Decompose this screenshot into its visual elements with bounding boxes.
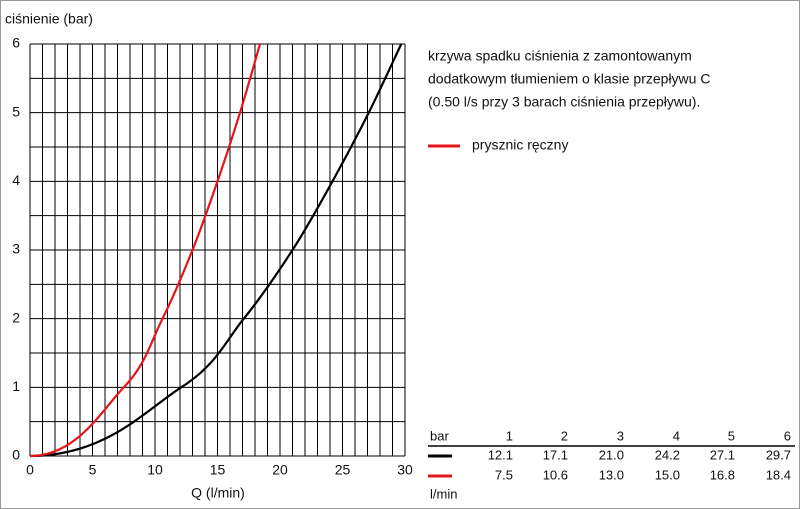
table-cell: 27.1 xyxy=(710,447,735,462)
x-tick-label: 10 xyxy=(147,462,163,478)
table-col-header: 1 xyxy=(506,428,513,443)
curve xyxy=(29,43,262,458)
y-tick-label: 5 xyxy=(12,103,20,119)
table-cell: 16.8 xyxy=(710,467,735,482)
table-cell: 18.4 xyxy=(766,467,791,482)
annotation: krzywa spadku ciśnienia z zamontowanym xyxy=(428,48,692,64)
table-col-header: 2 xyxy=(561,428,568,443)
table-col-header: 5 xyxy=(728,428,735,443)
x-axis-label: Q (l/min) xyxy=(191,485,245,501)
table-col-header: 3 xyxy=(617,428,624,443)
annotation: dodatkowym tłumieniem o klasie przepływu… xyxy=(428,71,710,87)
table-header: bar xyxy=(430,428,449,443)
y-tick-label: 0 xyxy=(12,447,20,463)
table-cell: 29.7 xyxy=(766,447,791,462)
y-tick-label: 2 xyxy=(12,309,20,325)
table-cell: 15.0 xyxy=(655,467,680,482)
y-tick-label: 6 xyxy=(12,35,20,51)
y-tick-label: 3 xyxy=(12,241,20,257)
table-cell: 13.0 xyxy=(599,467,624,482)
table-cell: 17.1 xyxy=(543,447,568,462)
x-tick-label: 5 xyxy=(89,462,97,478)
curve xyxy=(29,43,403,458)
y-tick-label: 4 xyxy=(12,172,20,188)
table-col-header: 6 xyxy=(784,428,791,443)
x-tick-label: 30 xyxy=(397,462,413,478)
annotation: (0.50 l/s przy 3 barach ciśnienia przepł… xyxy=(428,94,700,110)
x-tick-label: 15 xyxy=(210,462,226,478)
table-unit: l/min xyxy=(430,486,457,501)
table-cell: 24.2 xyxy=(655,447,680,462)
table-cell: 7.5 xyxy=(495,467,513,482)
table-cell: 10.6 xyxy=(543,467,568,482)
table-cell: 21.0 xyxy=(599,447,624,462)
x-tick-label: 20 xyxy=(272,462,288,478)
table-cell: 12.1 xyxy=(488,447,513,462)
legend-label: prysznic ręczny xyxy=(472,137,568,153)
x-tick-label: 0 xyxy=(26,462,34,478)
x-tick-label: 25 xyxy=(335,462,351,478)
y-tick-label: 1 xyxy=(12,378,20,394)
y-axis-label: ciśnienie (bar) xyxy=(5,11,93,27)
table-col-header: 4 xyxy=(673,428,680,443)
